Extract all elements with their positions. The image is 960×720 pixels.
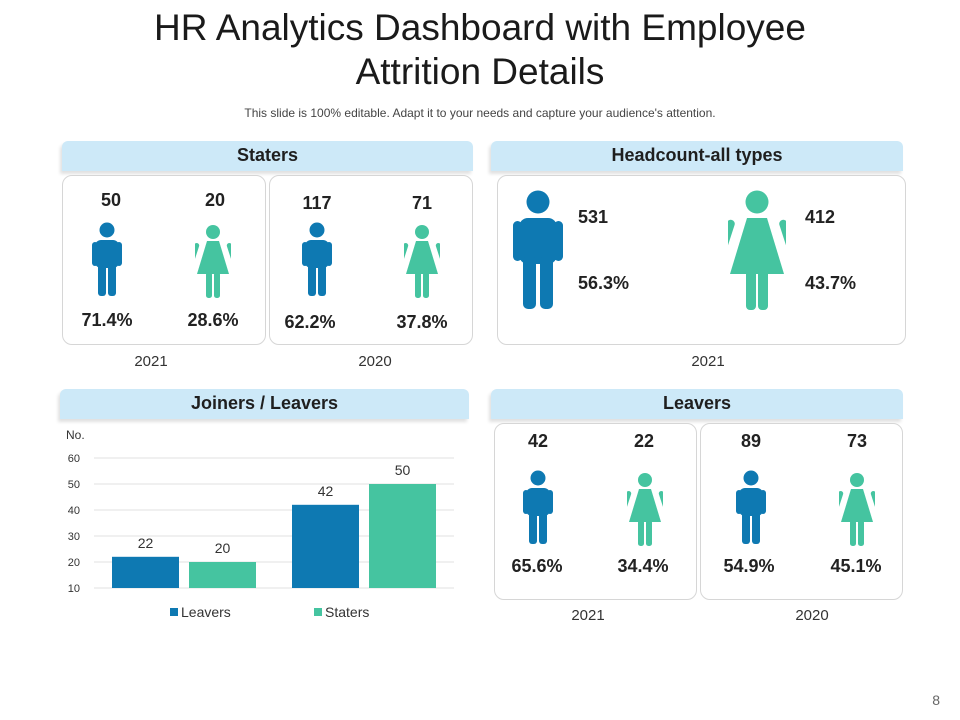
bar-staters-2021 xyxy=(369,484,436,588)
headcount-year: 2021 xyxy=(691,353,725,370)
staters-2020-female-count: 71 xyxy=(411,193,433,213)
leavers-year-2021: 2021 xyxy=(571,607,605,624)
staters-year-2020: 2020 xyxy=(358,353,392,370)
legend-swatch xyxy=(314,608,322,616)
y-tick-label: 20 xyxy=(68,557,80,569)
legend-label: Staters xyxy=(325,604,369,620)
leavers-2020-female-pct: 45.1% xyxy=(830,556,882,576)
leavers-2021-male-count: 42 xyxy=(527,431,549,451)
headcount-card: 531 56.3% 412 43.7% xyxy=(497,175,906,345)
bar-value-label: 50 xyxy=(395,462,411,478)
joiners-leavers-chart: 10 20 30 40 50 60 22 20 42 50 No. Leavers Staters xyxy=(66,428,454,620)
staters-2020-female-pct: 37.8% xyxy=(396,312,448,332)
staters-2021-female-pct: 28.6% xyxy=(187,310,239,330)
y-tick-label: 30 xyxy=(68,531,80,543)
headcount-male-count: 531 xyxy=(578,207,609,227)
leavers-2020-male-count: 89 xyxy=(740,431,762,451)
leavers-2020-female-count: 73 xyxy=(846,431,868,451)
female-icon xyxy=(195,225,231,298)
male-icon xyxy=(523,470,553,544)
bar-value-label: 20 xyxy=(215,540,231,556)
leavers-banner: Leavers xyxy=(491,389,903,419)
female-icon xyxy=(728,190,786,310)
leavers-2020-male-pct: 54.9% xyxy=(723,556,775,576)
y-axis-label: No. xyxy=(66,428,85,442)
joiners-leavers-banner: Joiners / Leavers xyxy=(60,389,469,419)
title-line-2: Attrition Details xyxy=(355,51,605,92)
staters-banner: Staters xyxy=(62,141,473,171)
leavers-card-2020: 89 73 54.9% 45.1% xyxy=(700,423,903,600)
staters-year-2021: 2021 xyxy=(134,353,168,370)
female-icon xyxy=(627,473,663,546)
headcount-male-pct: 56.3% xyxy=(578,273,630,293)
female-icon xyxy=(404,225,440,298)
staters-card-2020: 117 71 62.2% 37.8% xyxy=(269,175,473,345)
bar-leavers-2021 xyxy=(292,504,359,588)
bar-value-label: 42 xyxy=(318,483,334,499)
bar-value-label: 22 xyxy=(138,535,154,551)
leavers-2021-male-pct: 65.6% xyxy=(511,556,563,576)
female-icon xyxy=(839,473,875,546)
staters-2020-male-count: 117 xyxy=(302,193,332,213)
male-icon xyxy=(302,222,332,296)
page-title: HR Analytics Dashboard with Employee Att… xyxy=(0,6,960,94)
y-tick-label: 60 xyxy=(68,453,80,465)
y-tick-label: 50 xyxy=(68,479,80,491)
leavers-2021-female-count: 22 xyxy=(633,431,655,451)
headcount-banner: Headcount-all types xyxy=(491,141,903,171)
male-icon xyxy=(92,222,122,296)
leavers-2021-female-pct: 34.4% xyxy=(617,556,669,576)
y-tick-label: 40 xyxy=(68,505,80,517)
staters-2021-male-pct: 71.4% xyxy=(81,310,133,330)
staters-2021-male-count: 50 xyxy=(100,190,122,210)
headcount-female-pct: 43.7% xyxy=(805,273,857,293)
staters-2020-male-pct: 62.2% xyxy=(284,312,336,332)
bar-staters-2020 xyxy=(189,562,256,588)
page-number: 8 xyxy=(932,692,940,708)
y-tick-label: 10 xyxy=(68,583,80,595)
title-line-1: HR Analytics Dashboard with Employee xyxy=(154,7,806,48)
legend-swatch xyxy=(170,608,178,616)
leavers-year-2020: 2020 xyxy=(795,607,829,624)
male-icon xyxy=(513,190,563,309)
staters-card-2021: 50 20 71.4% 28.6% xyxy=(62,175,266,345)
headcount-female-count: 412 xyxy=(805,207,836,227)
leavers-card-2021: 42 22 65.6% 34.4% xyxy=(494,423,697,600)
bar-leavers-2020 xyxy=(112,556,179,588)
subtitle: This slide is 100% editable. Adapt it to… xyxy=(244,106,716,120)
male-icon xyxy=(736,470,766,544)
legend-label: Leavers xyxy=(181,604,231,620)
staters-2021-female-count: 20 xyxy=(204,190,226,210)
